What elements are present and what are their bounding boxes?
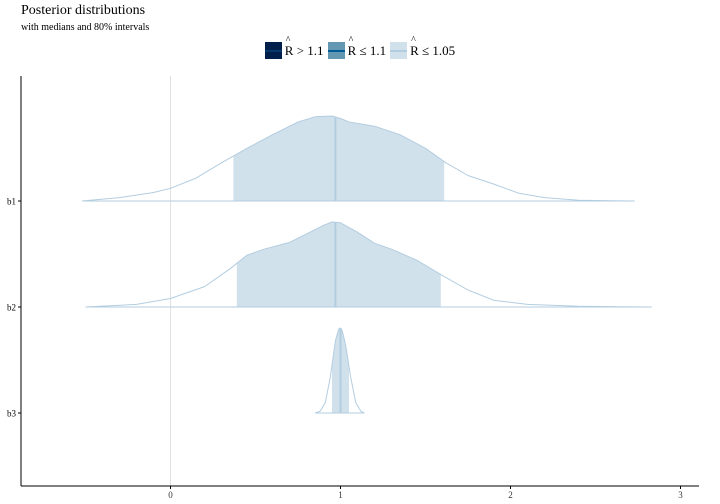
x-tick-label-0: 0 [168,490,173,500]
y-tick-label-b3: b3 [7,409,17,419]
interval-area-b1 [233,116,445,201]
x-tick-label-3: 3 [678,490,683,500]
legend-item-rhat-le-1-1: R ≤ 1.1 [327,35,387,59]
y-tick-label-b2: b2 [7,303,16,313]
density-curve-b2 [85,221,652,308]
legend-key-rhat-le-1-1 [327,42,345,59]
density-curve-b1 [82,115,635,202]
chart-title: Posterior distributions [21,3,146,18]
legend-label-rhat-gt-1-1: R > 1.1 [285,35,324,59]
legend-label-rhat-le-1-05: R ≤ 1.05 [410,35,455,59]
legend-item-rhat-gt-1-1: R > 1.1 [264,35,324,59]
legend-label-rhat-le-1-1: R ≤ 1.1 [348,35,387,59]
chart-subtitle: with medians and 80% intervals [21,22,150,33]
legend: R > 1.1 R ≤ 1.1 R ≤ 1.05 [0,35,720,59]
x-tick-label-1: 1 [338,490,343,500]
legend-item-rhat-le-1-05: R ≤ 1.05 [390,35,455,59]
legend-key-rhat-le-1-05 [390,42,408,59]
y-tick-label-b1: b1 [7,197,16,207]
legend-key-rhat-gt-1-1 [264,42,282,59]
x-tick-label-2: 2 [508,490,513,500]
interval-area-b2 [236,222,441,307]
density-curve-b3 [314,327,365,414]
